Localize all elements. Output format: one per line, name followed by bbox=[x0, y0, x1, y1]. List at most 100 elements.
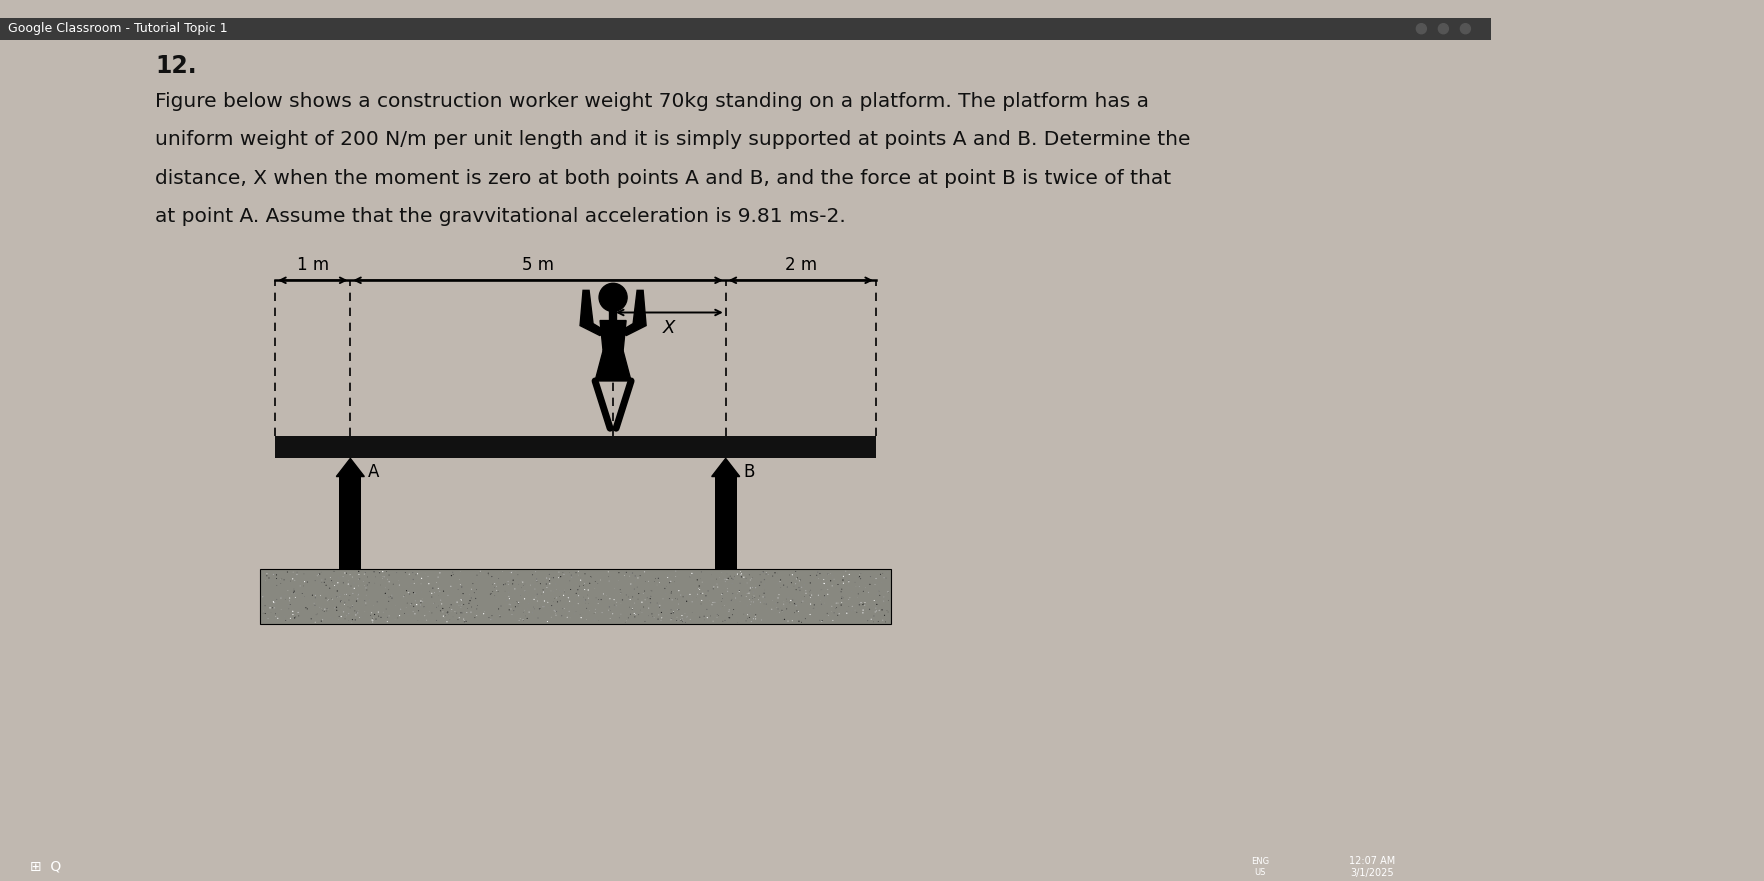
Point bbox=[580, 603, 609, 617]
Point bbox=[393, 608, 422, 622]
Point bbox=[475, 611, 503, 625]
Point bbox=[564, 596, 593, 611]
Point bbox=[323, 576, 351, 590]
Text: X: X bbox=[663, 319, 676, 337]
Point bbox=[596, 568, 624, 582]
Point bbox=[734, 586, 762, 600]
Point bbox=[520, 592, 549, 606]
Point bbox=[266, 603, 295, 617]
Point bbox=[797, 591, 826, 605]
Point bbox=[783, 604, 811, 618]
Point bbox=[651, 581, 679, 596]
Point bbox=[600, 581, 628, 596]
Point bbox=[683, 573, 711, 587]
Point bbox=[323, 590, 351, 604]
Point bbox=[407, 577, 436, 591]
Point bbox=[776, 594, 804, 608]
Point bbox=[586, 573, 614, 587]
Point bbox=[344, 603, 372, 618]
Point bbox=[335, 567, 363, 581]
Point bbox=[549, 589, 577, 603]
Point bbox=[693, 584, 721, 598]
Point bbox=[448, 593, 476, 607]
Point bbox=[845, 569, 873, 583]
Point bbox=[684, 582, 713, 596]
Point bbox=[316, 566, 344, 580]
Point bbox=[764, 591, 792, 605]
Point bbox=[684, 611, 713, 625]
Point bbox=[499, 603, 527, 618]
Point bbox=[476, 587, 505, 601]
Point bbox=[489, 574, 517, 588]
Point bbox=[249, 589, 277, 603]
Point bbox=[501, 581, 529, 596]
Point bbox=[365, 566, 393, 580]
Point bbox=[702, 572, 730, 586]
Point bbox=[554, 590, 582, 604]
Point bbox=[446, 593, 475, 607]
Point bbox=[279, 565, 307, 579]
Point bbox=[750, 583, 778, 597]
Point bbox=[630, 565, 658, 579]
Point bbox=[633, 591, 662, 605]
Point bbox=[605, 611, 633, 625]
Point bbox=[482, 591, 510, 605]
Polygon shape bbox=[337, 458, 363, 477]
Point bbox=[439, 586, 467, 600]
Point bbox=[318, 575, 346, 589]
Point bbox=[249, 604, 277, 618]
Point bbox=[769, 595, 797, 609]
Point bbox=[323, 584, 351, 598]
Point bbox=[303, 569, 332, 583]
Point bbox=[845, 568, 873, 582]
Point bbox=[656, 613, 684, 627]
Text: A: A bbox=[369, 463, 379, 481]
Point bbox=[365, 609, 393, 623]
Point bbox=[843, 587, 871, 601]
Point bbox=[307, 575, 335, 589]
Point bbox=[522, 574, 550, 588]
Point bbox=[497, 566, 526, 580]
Point bbox=[612, 566, 640, 580]
Point bbox=[676, 612, 704, 626]
Point bbox=[864, 584, 893, 598]
Point bbox=[318, 591, 346, 605]
Point bbox=[349, 579, 377, 593]
Point bbox=[863, 597, 891, 611]
Point bbox=[732, 571, 760, 585]
Point bbox=[781, 582, 810, 596]
Point bbox=[263, 611, 291, 626]
Point bbox=[360, 598, 388, 612]
Point bbox=[520, 582, 549, 596]
Point bbox=[564, 565, 593, 579]
Point bbox=[628, 587, 656, 601]
Point bbox=[813, 588, 841, 602]
Point bbox=[697, 597, 725, 611]
Point bbox=[263, 568, 291, 582]
Point bbox=[662, 569, 690, 583]
Point bbox=[672, 611, 700, 625]
Point bbox=[393, 583, 422, 597]
Point bbox=[623, 588, 651, 602]
Point bbox=[457, 600, 485, 614]
Point bbox=[542, 606, 570, 620]
Point bbox=[669, 612, 697, 626]
Bar bbox=[339, 477, 362, 569]
Point bbox=[538, 589, 566, 603]
Point bbox=[434, 589, 462, 603]
Point bbox=[423, 570, 452, 584]
Point bbox=[570, 594, 598, 608]
Point bbox=[739, 585, 767, 599]
Point bbox=[769, 612, 797, 626]
Point bbox=[490, 584, 519, 598]
Point bbox=[330, 597, 358, 611]
Text: 3/1/2025: 3/1/2025 bbox=[1349, 868, 1394, 877]
Point bbox=[656, 603, 684, 617]
Point bbox=[529, 600, 557, 614]
Point bbox=[489, 578, 517, 592]
Point bbox=[422, 613, 450, 627]
Point bbox=[594, 603, 623, 618]
Point bbox=[556, 574, 584, 588]
Circle shape bbox=[1415, 24, 1425, 33]
Point bbox=[827, 598, 856, 612]
